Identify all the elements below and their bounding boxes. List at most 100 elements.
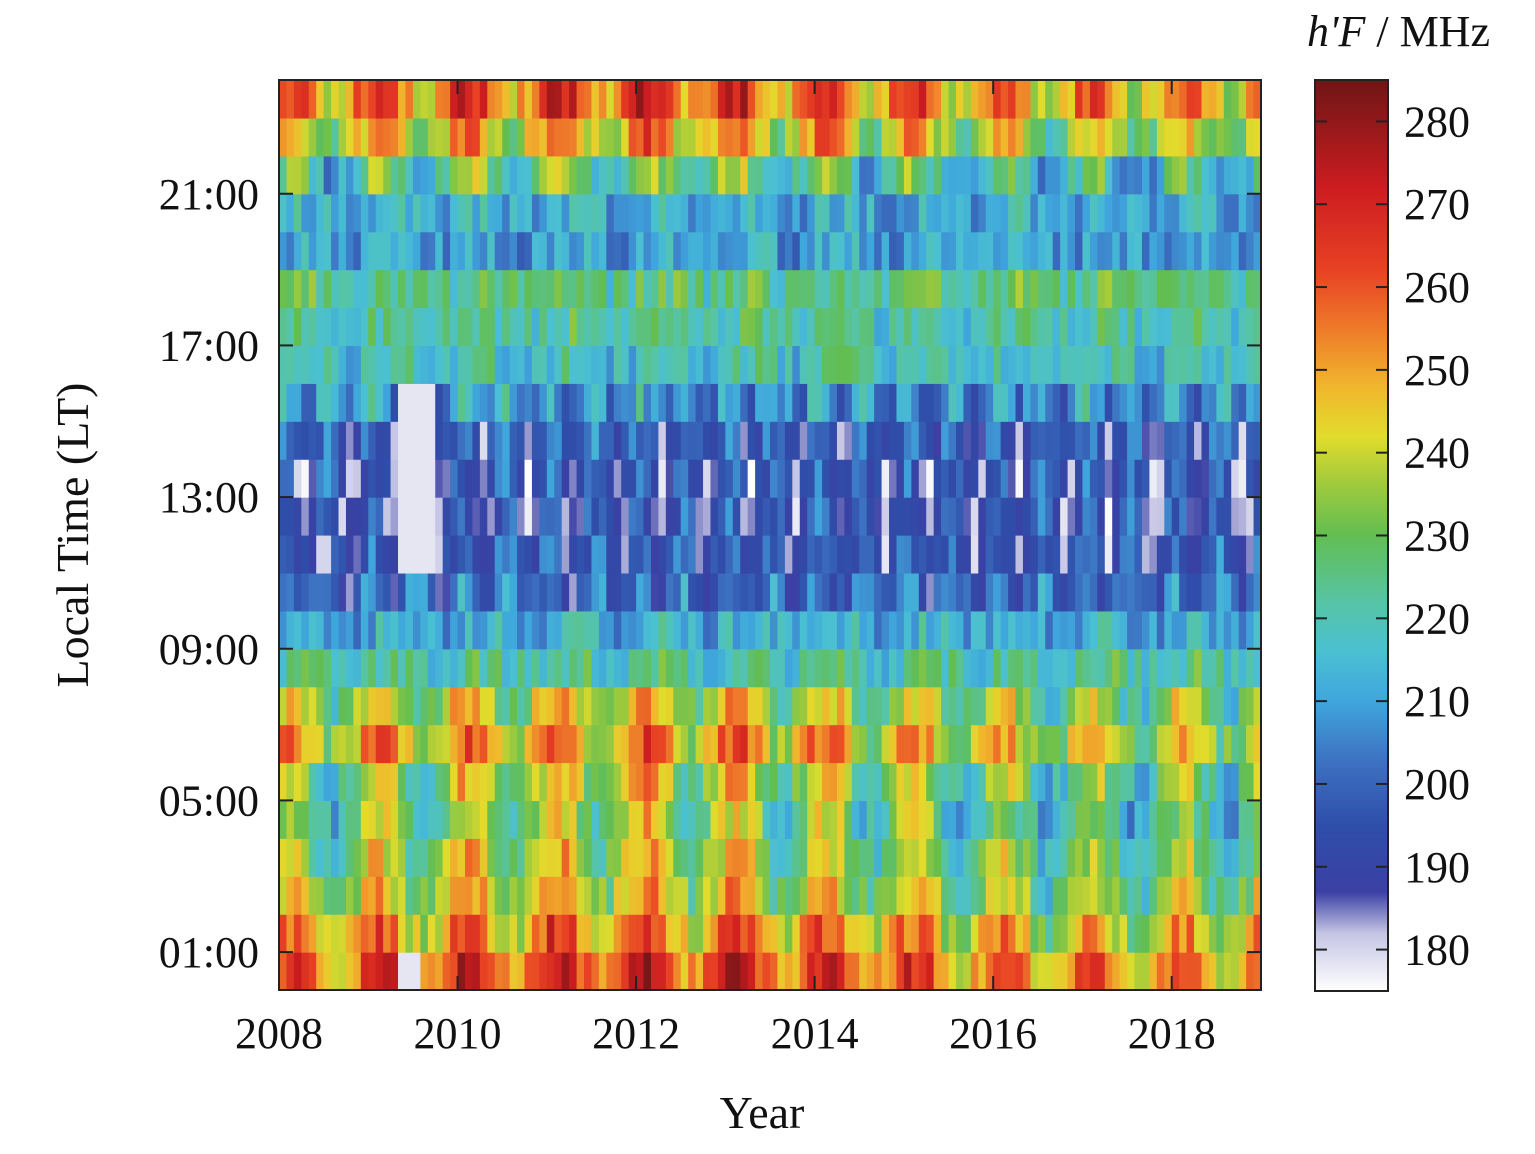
heatmap-cell [695,307,704,347]
heatmap-cell [1141,193,1151,233]
heatmap-cell [1246,497,1255,536]
heatmap-cell [539,572,548,612]
heatmap-cell [293,800,302,839]
heatmap-cell [1231,648,1240,688]
heatmap-cell [784,838,793,877]
heatmap-cell [1246,80,1255,119]
heatmap-cell [360,724,369,764]
heatmap-cell [717,193,726,233]
heatmap-cell [926,800,935,839]
heatmap-cell [1201,345,1210,384]
heatmap-cell [1231,610,1240,650]
heatmap-cell [814,193,823,233]
heatmap-cell [509,914,518,953]
heatmap-cell [524,155,533,195]
heatmap-cell [1238,269,1247,309]
heatmap-cell [591,193,600,233]
heatmap-cell [1008,383,1017,422]
heatmap-cell [301,952,310,991]
heatmap-cell [784,155,793,195]
heatmap-cell [1238,648,1247,688]
heatmap-cell [948,80,957,119]
heatmap-cell [450,155,459,195]
heatmap-cell [405,838,414,877]
heatmap-cell [1112,914,1121,953]
heatmap-cell [955,155,965,195]
heatmap-cell [405,269,414,309]
heatmap-cell [889,876,898,915]
heatmap-cell [710,383,719,422]
heatmap-cell [948,307,957,347]
heatmap-cell [1052,383,1061,422]
heatmap-cell [889,838,898,877]
heatmap-cell [554,421,563,460]
heatmap-cell [1089,80,1098,119]
heatmap-cell [978,155,987,195]
heatmap-cell [338,459,347,498]
heatmap-cell [926,876,935,915]
heatmap-cell [279,345,288,384]
heatmap-cell [896,459,905,498]
heatmap-cell [502,572,511,612]
heatmap-cell [412,231,421,271]
heatmap-cell [524,80,533,119]
heatmap-cell [918,117,927,157]
heatmap-cell [695,117,704,157]
heatmap-cell [1045,838,1054,877]
heatmap-cell [866,724,875,764]
heatmap-cell [606,307,615,347]
heatmap-cell [658,421,667,460]
heatmap-cell [1030,307,1039,347]
heatmap-cell [673,952,682,991]
heatmap-cell [650,610,660,650]
heatmap-cell [621,155,630,195]
heatmap-cell [1119,610,1128,650]
heatmap-cell [1089,459,1098,498]
heatmap-cell [963,117,972,157]
heatmap-cell [301,421,310,460]
heatmap-cell [331,648,340,688]
heatmap-cell [1238,345,1247,384]
heatmap-cell [375,421,384,460]
heatmap-cell [636,535,645,574]
heatmap-cell [1201,231,1210,271]
heatmap-cell [360,80,369,119]
heatmap-cell [874,800,883,839]
heatmap-cell [1030,80,1039,119]
heatmap-cell [479,231,488,271]
heatmap-cell [658,686,667,726]
heatmap-cell [948,231,957,271]
heatmap-cell [442,269,451,309]
heatmap-cell [911,345,920,384]
heatmap-cell [427,535,436,574]
heatmap-cell [584,421,593,460]
heatmap-cell [487,421,496,460]
heatmap-cell [286,155,295,195]
heatmap-cell [1022,269,1031,309]
heatmap-cell [628,80,637,119]
heatmap-cell [725,914,734,953]
heatmap-cell [762,952,771,991]
heatmap-cell [613,80,622,119]
heatmap-cell [658,535,667,574]
heatmap-cell [613,762,622,802]
heatmap-cell [412,307,421,347]
heatmap-cell [368,383,377,422]
heatmap-cell [1171,307,1180,347]
heatmap-cell [918,535,927,574]
heatmap-cells [279,80,1262,991]
heatmap-cell [1186,80,1195,119]
heatmap-cell [1075,762,1084,802]
heatmap-cell [688,193,697,233]
heatmap-cell [628,838,637,877]
heatmap-cell [293,535,302,574]
heatmap-cell [822,952,831,991]
heatmap-cell [1037,724,1046,764]
heatmap-cell [1246,345,1255,384]
heatmap-cell [1223,117,1232,157]
heatmap-cell [442,572,451,612]
heatmap-cell [450,914,459,953]
heatmap-cell [368,117,377,157]
heatmap-cell [963,762,972,802]
heatmap-cell [360,838,369,877]
